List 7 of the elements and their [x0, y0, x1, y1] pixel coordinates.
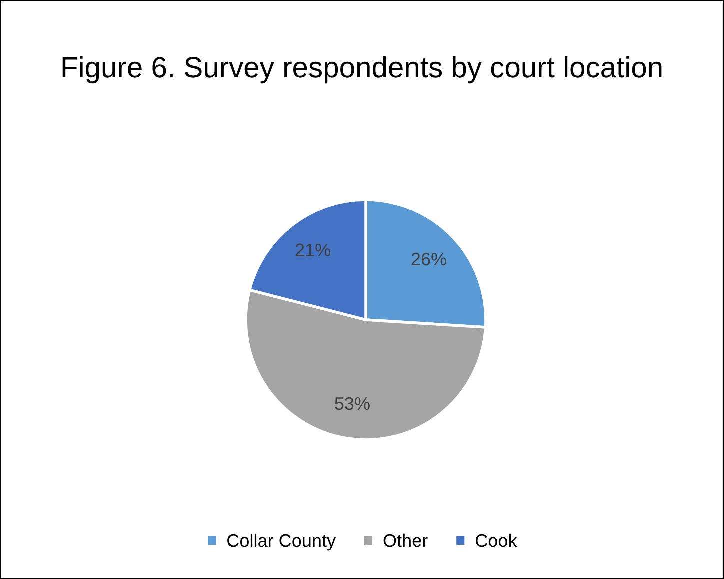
legend-label: Other: [384, 534, 428, 548]
data-label: 21%: [296, 244, 330, 257]
chart-title: Figure 6. Survey respondents by court location: [62, 56, 662, 84]
data-label: 26%: [412, 252, 446, 266]
data-label: 53%: [335, 397, 370, 410]
legend-label: Cook: [476, 534, 518, 548]
legend-label: Collar County: [228, 534, 336, 551]
